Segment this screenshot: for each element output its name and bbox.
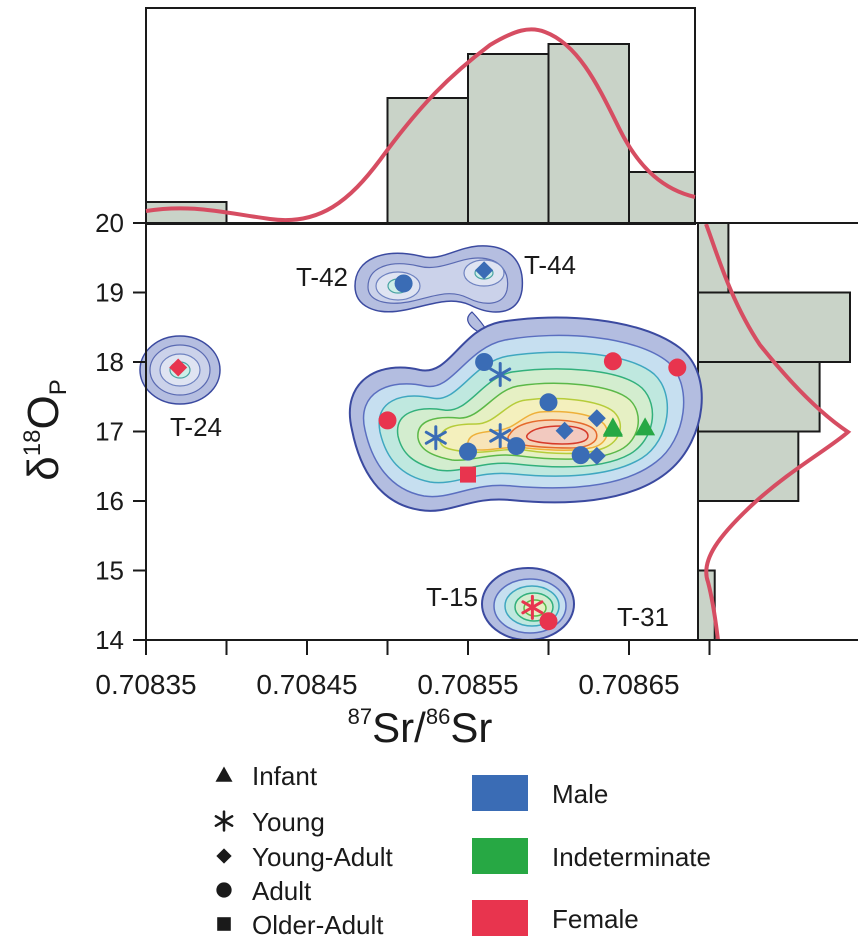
x-axis-title: 87Sr/86Sr	[348, 704, 493, 751]
y-tick-label: 19	[95, 278, 124, 308]
y-tick-label: 14	[95, 625, 124, 655]
top-histogram-bar	[467, 53, 550, 225]
data-point-triangle-indeterminate	[635, 417, 656, 436]
y-tick-label: 17	[95, 417, 124, 447]
legend-swatch-male	[472, 775, 528, 811]
data-point-circle-male	[475, 353, 494, 371]
data-point-circle-female	[603, 352, 622, 371]
y-tick-label: 18	[95, 347, 124, 377]
legend-group-label: Indeterminate	[552, 842, 711, 872]
right-histogram-bar	[697, 291, 851, 363]
data-point-triangle-indeterminate	[602, 417, 623, 436]
legend-marker-label: Older-Adult	[252, 910, 384, 940]
y-ticks: 14 15 16 17 18 19 20	[95, 208, 146, 655]
density-contour	[525, 425, 589, 445]
legend-group-label: Male	[552, 779, 608, 809]
data-point-circle-female	[668, 358, 687, 377]
x-axis-title-tail: Sr	[450, 704, 492, 751]
data-point-asterisk-male	[489, 362, 512, 388]
legend-marker-label: Young	[252, 807, 325, 837]
y-axis-title-main: δ	[19, 456, 68, 481]
data-point-diamond-male	[587, 446, 606, 465]
legend-marker-label: Adult	[252, 876, 312, 906]
right-histogram-bars	[697, 222, 851, 641]
density-contours	[139, 245, 703, 641]
data-point-circle-male	[539, 393, 558, 412]
data-point-diamond-male	[555, 421, 574, 440]
top-histogram-bars	[145, 43, 696, 225]
point-annotations: T-42 T-44 T-24 T-15 T-31	[170, 250, 669, 632]
data-point-asterisk-female	[521, 594, 544, 620]
legend-triangle-icon	[215, 766, 233, 782]
x-tick-label: 0.70835	[95, 669, 196, 700]
top-histogram	[145, 7, 696, 225]
legend-marker-label: Young-Adult	[252, 842, 393, 872]
x-axis-title-main: Sr/	[372, 704, 426, 751]
y-tick-label: 15	[95, 556, 124, 586]
right-histogram-bar	[697, 430, 800, 502]
y-axis-title-sub: P	[45, 379, 72, 395]
annotation-t-31: T-31	[617, 602, 669, 632]
legend-marker-label: Infant	[252, 761, 318, 791]
data-point-circle-female	[378, 411, 397, 430]
data-point-diamond-male	[587, 409, 606, 428]
legend-swatch-indeterminate	[472, 838, 528, 874]
top-density-curve	[145, 27, 696, 223]
legend-diamond-icon	[216, 848, 232, 864]
legend-group-label: Female	[552, 904, 639, 934]
data-point-diamond-male	[394, 274, 413, 293]
y-axis-title: δ18OP	[19, 379, 72, 480]
top-histogram-bar	[145, 201, 228, 225]
data-point-circle-female	[539, 612, 558, 631]
data-point-asterisk-male	[424, 425, 447, 451]
data-point-asterisk-male	[489, 423, 512, 449]
x-axis-title-sup1: 87	[348, 704, 372, 729]
annotation-t-44: T-44	[524, 250, 576, 280]
y-tick-label: 16	[95, 486, 124, 516]
legend-square-icon	[217, 917, 231, 931]
data-point-diamond-female	[169, 358, 188, 377]
legend: Infant Young Young-Adult Adult Older-Adult Ma…	[214, 761, 711, 940]
right-histogram-bar	[697, 361, 821, 433]
right-histogram-bar	[697, 222, 730, 294]
annotation-t-15: T-15	[426, 582, 478, 612]
x-axis-title-sup2: 86	[426, 704, 450, 729]
y-axis-title-sup: 18	[19, 430, 46, 457]
legend-asterisk-icon	[214, 810, 234, 832]
main-axes: 0.70835 0.70845 0.70855 0.70865 14151617181…	[95, 208, 858, 700]
data-point-circle-male	[571, 446, 590, 465]
y-tick-label: 20	[95, 208, 124, 238]
x-tick-label: 0.70845	[256, 669, 357, 700]
data-points	[169, 261, 687, 631]
legend-circle-icon	[216, 882, 232, 898]
legend-swatch-female	[472, 900, 528, 936]
data-point-diamond-male	[475, 261, 494, 280]
right-histogram	[697, 222, 852, 641]
data-point-square-female	[460, 466, 476, 483]
top-histogram-bar	[386, 97, 469, 225]
right-density-curve	[704, 223, 852, 641]
data-point-circle-male	[459, 442, 477, 461]
annotation-t-42: T-42	[296, 262, 348, 292]
x-tick-label: 0.70855	[417, 669, 518, 700]
x-ticks: 0.70835 0.70845 0.70855 0.70865	[95, 640, 711, 700]
x-tick-label: 0.70865	[578, 669, 679, 700]
data-point-circle-male	[507, 437, 526, 456]
y-axis-title-o: O	[19, 395, 68, 429]
annotation-t-24: T-24	[170, 412, 222, 442]
